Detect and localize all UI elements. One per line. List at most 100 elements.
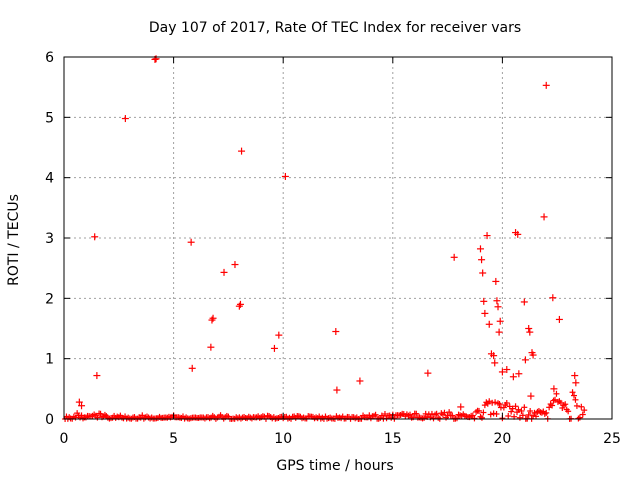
baseline-point	[549, 402, 556, 409]
roti-point	[490, 352, 498, 360]
baseline-point	[578, 403, 585, 410]
y-tick-label: 0	[45, 412, 54, 428]
baseline-point	[527, 407, 534, 414]
roti-point	[478, 256, 486, 264]
baseline-point	[571, 392, 578, 399]
roti-point	[520, 298, 528, 306]
baseline-point	[378, 412, 385, 419]
roti-point	[491, 359, 499, 367]
roti-point	[529, 351, 537, 359]
roti-point	[208, 316, 216, 324]
roti-point	[485, 320, 493, 328]
roti-point	[549, 294, 557, 302]
baseline-point	[533, 413, 540, 420]
roti-point	[235, 302, 243, 310]
y-tick-label: 1	[45, 352, 54, 368]
roti-point	[498, 368, 506, 376]
baseline-point	[565, 408, 572, 415]
baseline-point	[579, 411, 586, 418]
baseline-point	[581, 407, 588, 414]
roti-point	[209, 314, 217, 322]
roti-point	[527, 392, 535, 400]
baseline-point	[481, 402, 488, 409]
roti-point	[333, 386, 341, 394]
roti-point	[356, 377, 364, 385]
baseline-point	[543, 409, 550, 416]
roti-point	[457, 403, 465, 411]
baseline-point	[407, 411, 414, 418]
x-tick-label: 25	[603, 431, 621, 447]
baseline-point	[413, 410, 420, 417]
roti-point	[493, 297, 501, 305]
baseline-point	[512, 403, 519, 410]
roti-point	[514, 230, 522, 238]
baseline-point	[441, 409, 448, 416]
baseline-point	[519, 412, 526, 419]
baseline-point	[473, 408, 480, 415]
baseline-point	[562, 401, 569, 408]
roti-point	[220, 268, 228, 276]
baseline-point	[503, 400, 510, 407]
roti-point	[526, 328, 534, 336]
roti-point	[540, 213, 548, 221]
baseline-point	[97, 410, 104, 417]
baseline-point	[487, 411, 494, 418]
x-tick-label: 0	[60, 431, 69, 447]
roti-point	[479, 269, 487, 277]
baseline-point	[530, 412, 537, 419]
baseline-point	[572, 396, 579, 403]
roti-point	[187, 238, 195, 246]
baseline-point	[515, 406, 522, 413]
baseline-point	[446, 409, 453, 416]
roti-point	[521, 356, 529, 364]
x-tick-label: 15	[384, 431, 402, 447]
baseline-point	[493, 410, 500, 417]
x-tick-label: 10	[274, 431, 292, 447]
roti-point	[238, 147, 246, 155]
baseline-point	[505, 412, 512, 419]
roti-point	[503, 366, 511, 374]
roti-point	[78, 402, 86, 410]
roti-point	[525, 325, 533, 332]
roti-point	[424, 369, 432, 377]
baseline-point	[531, 409, 538, 416]
y-tick-label: 2	[45, 291, 54, 307]
baseline-point	[495, 400, 502, 407]
x-tick-label: 5	[169, 431, 178, 447]
baseline-point	[476, 407, 483, 414]
chart-title: Day 107 of 2017, Rate Of TEC Index for r…	[149, 20, 521, 36]
roti-point	[275, 331, 283, 339]
x-axis-label: GPS time / hours	[276, 458, 393, 474]
roti-point	[476, 245, 484, 253]
roti-point	[188, 364, 196, 372]
roti-point	[571, 372, 579, 380]
roti-point	[231, 261, 239, 269]
roti-point	[496, 317, 504, 325]
baseline-point	[573, 402, 580, 409]
baseline-point	[518, 407, 525, 414]
baseline-point	[521, 404, 528, 411]
baseline-point	[139, 412, 146, 419]
roti-point	[542, 81, 550, 89]
baseline-point	[421, 414, 428, 421]
y-tick-label: 6	[45, 50, 54, 66]
roti-point	[93, 372, 101, 380]
baseline-point	[553, 390, 560, 397]
baseline-point	[453, 415, 460, 422]
roti-point	[332, 328, 340, 336]
axis-ticks	[63, 56, 613, 420]
baseline-point	[576, 414, 583, 421]
baseline-point	[478, 414, 485, 421]
baseline-point	[449, 412, 456, 419]
roti-point	[270, 344, 278, 352]
baseline-point	[525, 411, 532, 418]
x-tick-label: 20	[493, 431, 511, 447]
baseline-point	[547, 401, 554, 408]
baseline-point	[550, 397, 557, 404]
roti-point	[572, 379, 580, 387]
baseline-point	[483, 399, 490, 406]
baseline-point	[569, 389, 576, 396]
grid-lines	[64, 57, 612, 419]
roti-point	[91, 233, 99, 241]
